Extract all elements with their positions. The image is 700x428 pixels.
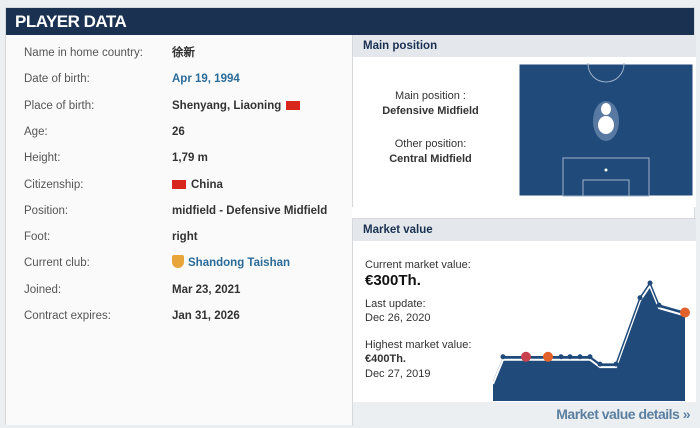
current-value: €300Th. xyxy=(365,272,421,289)
data-point[interactable] xyxy=(577,354,583,360)
info-value-text: Mar 23, 2021 xyxy=(172,283,241,296)
highest-value: €400Th. xyxy=(365,353,406,365)
pitch-diagram xyxy=(518,63,694,197)
player-data-panel: PLAYER DATA Name in home country: 徐新 Date … xyxy=(5,7,696,426)
market-value-title: Market value xyxy=(353,219,696,241)
data-point[interactable] xyxy=(587,354,593,360)
info-value: 1,79 m xyxy=(172,150,208,166)
player-info: Name in home country: 徐新 Date of birth: Apr… xyxy=(6,35,352,425)
main-position-label: Main position : xyxy=(395,90,466,102)
last-update-label: Last update: xyxy=(365,298,426,310)
info-value: China xyxy=(172,177,223,193)
info-value: Mar 23, 2021 xyxy=(172,282,240,298)
info-value[interactable]: Shandong Taishan xyxy=(172,255,290,271)
info-label: Current club: xyxy=(24,257,90,270)
data-point[interactable] xyxy=(500,354,506,360)
data-point[interactable] xyxy=(597,361,603,367)
info-label: Joined: xyxy=(24,283,62,296)
info-label: Position: xyxy=(24,204,69,217)
info-value-text: midfield - Defensive Midfield xyxy=(172,204,328,217)
info-value-text[interactable]: Apr 19, 1994 xyxy=(172,73,240,86)
highest-value-date: Dec 27, 2019 xyxy=(365,368,431,380)
other-position-label: Other position: xyxy=(394,138,467,150)
other-position-value: Central Midfield xyxy=(389,153,472,165)
market-value-box: Market value Current market value: €300T… xyxy=(352,218,696,426)
main-position-value: Defensive Midfield xyxy=(382,105,479,117)
info-value: right xyxy=(172,229,198,245)
main-position-box: Main position Main position : Defensive … xyxy=(352,35,696,207)
info-value-text: 26 xyxy=(172,125,185,138)
club-logo-point[interactable] xyxy=(680,307,690,318)
info-value: midfield - Defensive Midfield xyxy=(172,203,327,219)
china-flag-icon xyxy=(172,179,186,189)
info-value: Shenyang, Liaoning xyxy=(172,98,301,114)
club-logo-point[interactable] xyxy=(521,351,531,362)
data-point[interactable] xyxy=(567,354,573,360)
data-point[interactable] xyxy=(558,354,564,360)
info-label: Citizenship: xyxy=(24,178,84,191)
market-value-details-link[interactable]: Market value details » xyxy=(353,402,696,426)
current-value-label: Current market value: xyxy=(365,259,471,271)
info-label: Name in home country: xyxy=(24,47,143,59)
info-value[interactable]: Apr 19, 1994 xyxy=(172,71,240,87)
info-value: 徐新 xyxy=(172,45,195,61)
info-value-text: right xyxy=(172,231,198,244)
data-point[interactable] xyxy=(637,295,643,301)
info-value-text: 徐新 xyxy=(172,47,195,59)
china-flag-icon xyxy=(286,100,301,110)
info-value-text[interactable]: Shandong Taishan xyxy=(188,257,291,270)
panel-title: PLAYER DATA xyxy=(6,8,694,35)
data-point[interactable] xyxy=(656,302,662,308)
club-logo-point[interactable] xyxy=(543,351,553,362)
club-crest-icon[interactable] xyxy=(172,255,184,269)
info-label: Place of birth: xyxy=(24,99,95,112)
info-value: Jan 31, 2026 xyxy=(172,308,240,324)
info-value: 26 xyxy=(172,124,185,140)
info-label: Foot: xyxy=(24,231,51,244)
info-value-text: 1,79 m xyxy=(172,152,208,165)
info-label: Date of birth: xyxy=(24,73,90,86)
info-value-text: China xyxy=(191,178,223,191)
data-point[interactable] xyxy=(647,280,653,286)
info-value-text: Shenyang, Liaoning xyxy=(172,99,282,112)
info-value-text: Jan 31, 2026 xyxy=(172,310,240,322)
market-value-chart[interactable] xyxy=(491,259,697,404)
data-point[interactable] xyxy=(613,361,619,367)
highest-value-label: Highest market value: xyxy=(365,339,472,351)
main-position-title: Main position xyxy=(353,35,696,57)
last-update-value: Dec 26, 2020 xyxy=(365,312,431,324)
info-label: Height: xyxy=(24,152,61,165)
info-label: Contract expires: xyxy=(24,310,111,322)
market-value-area xyxy=(493,283,685,401)
info-label: Age: xyxy=(24,125,48,138)
